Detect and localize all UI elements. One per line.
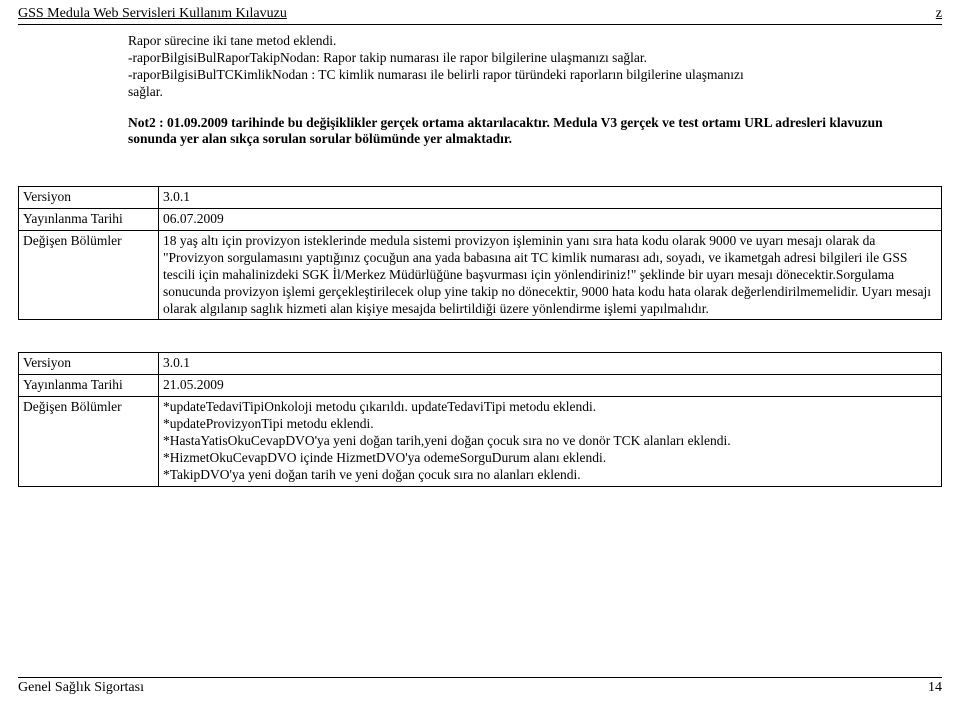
cell-value: 3.0.1 [159, 353, 942, 375]
header-rule [18, 24, 942, 25]
table-row: Versiyon 3.0.1 [19, 353, 942, 375]
intro-block: Rapor sürecine iki tane metod eklendi. -… [128, 33, 932, 148]
header-left: GSS Medula Web Servisleri Kullanım Kılav… [18, 6, 287, 22]
intro-line-1: Rapor sürecine iki tane metod eklendi. [128, 33, 932, 50]
cell-label: Versiyon [19, 187, 159, 209]
table-row: Versiyon 3.0.1 [19, 187, 942, 209]
header-right: z [936, 6, 942, 22]
intro-line-3a: -raporBilgisiBulTCKimlikNodan : TC kimli… [128, 67, 932, 84]
cell-value: 3.0.1 [159, 187, 942, 209]
cell-label: Yayınlanma Tarihi [19, 209, 159, 231]
page-footer: Genel Sağlık Sigortası 14 [18, 677, 942, 696]
cell-label: Değişen Bölümler [19, 397, 159, 486]
version-table-2: Versiyon 3.0.1 Yayınlanma Tarihi 21.05.2… [18, 352, 942, 486]
intro-line-3b: sağlar. [128, 84, 932, 101]
page-header: GSS Medula Web Servisleri Kullanım Kılav… [18, 6, 942, 22]
footer-page-number: 14 [928, 680, 942, 696]
footer-left: Genel Sağlık Sigortası [18, 680, 144, 696]
intro-line-2: -raporBilgisiBulRaporTakipNodan: Rapor t… [128, 50, 932, 67]
page: GSS Medula Web Servisleri Kullanım Kılav… [0, 0, 960, 702]
spacer [128, 101, 932, 115]
cell-value: *updateTedaviTipiOnkoloji metodu çıkarıl… [159, 397, 942, 486]
footer-row: Genel Sağlık Sigortası 14 [18, 680, 942, 696]
cell-value: 06.07.2009 [159, 209, 942, 231]
table-row: Yayınlanma Tarihi 06.07.2009 [19, 209, 942, 231]
footer-rule [18, 677, 942, 678]
table-row: Yayınlanma Tarihi 21.05.2009 [19, 375, 942, 397]
cell-label: Yayınlanma Tarihi [19, 375, 159, 397]
cell-value: 18 yaş altı için provizyon isteklerinde … [159, 231, 942, 320]
cell-value: 21.05.2009 [159, 375, 942, 397]
version-table-1: Versiyon 3.0.1 Yayınlanma Tarihi 06.07.2… [18, 186, 942, 320]
cell-label: Versiyon [19, 353, 159, 375]
intro-note-bold: Not2 : 01.09.2009 tarihinde bu değişikli… [128, 115, 932, 149]
table-row: Değişen Bölümler *updateTedaviTipiOnkolo… [19, 397, 942, 486]
cell-label: Değişen Bölümler [19, 231, 159, 320]
table-row: Değişen Bölümler 18 yaş altı için proviz… [19, 231, 942, 320]
